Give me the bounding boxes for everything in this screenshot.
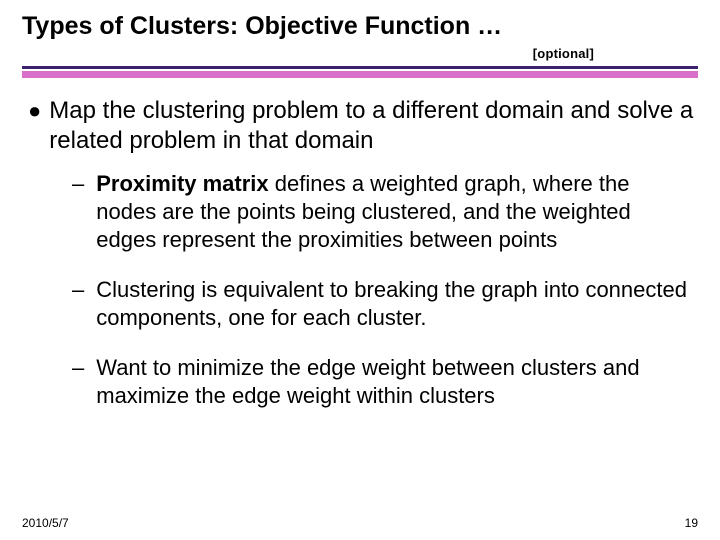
bullet-level2-text: Clustering is equivalent to breaking the… — [96, 276, 694, 332]
slide-body: ● Map the clustering problem to a differ… — [28, 96, 694, 432]
subpoint-rest: Want to minimize the edge weight between… — [96, 355, 639, 408]
optional-badge: [optional] — [533, 46, 594, 61]
separator-bottom-bar — [22, 71, 698, 78]
subpoint-rest: Clustering is equivalent to breaking the… — [96, 277, 687, 330]
bullet-level2: – Clustering is equivalent to breaking t… — [72, 276, 694, 332]
bullet-level2-text: Want to minimize the edge weight between… — [96, 354, 694, 410]
bullet-dash-icon: – — [72, 354, 84, 410]
footer-page-number: 19 — [685, 516, 698, 530]
slide-container: Types of Clusters: Objective Function … … — [0, 0, 720, 540]
bullet-level2: – Want to minimize the edge weight betwe… — [72, 354, 694, 410]
bullet-level1: ● Map the clustering problem to a differ… — [28, 96, 694, 156]
slide-title: Types of Clusters: Objective Function … — [22, 12, 698, 41]
footer-date: 2010/5/7 — [22, 516, 69, 530]
separator-top-bar — [22, 66, 698, 69]
subpoint-bold: Proximity matrix — [96, 171, 268, 196]
bullet-level2: – Proximity matrix defines a weighted gr… — [72, 170, 694, 254]
bullet-level2-text: Proximity matrix defines a weighted grap… — [96, 170, 694, 254]
bullet-dash-icon: – — [72, 170, 84, 254]
bullet-dot-icon: ● — [28, 96, 41, 156]
bullet-level1-text: Map the clustering problem to a differen… — [49, 96, 694, 156]
title-separator — [22, 66, 698, 78]
bullet-dash-icon: – — [72, 276, 84, 332]
